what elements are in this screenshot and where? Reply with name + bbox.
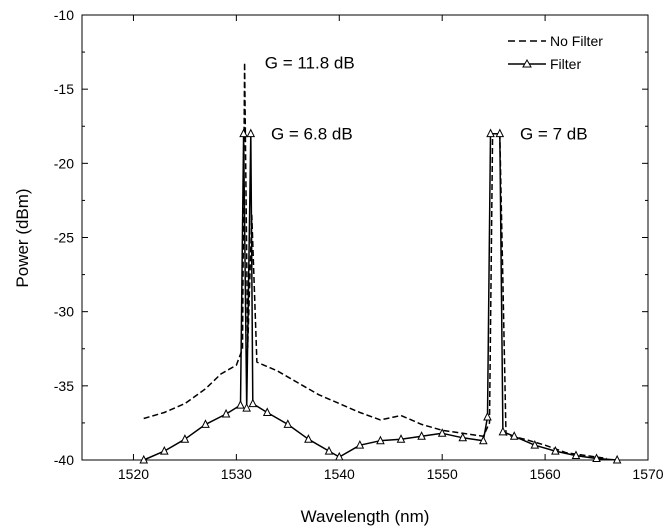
filter-triangle-point	[334, 451, 344, 461]
x-axis-ticks: 1520 1530 1540 1550 1560 1570	[118, 15, 664, 482]
y-axis-title: Power (dBm)	[13, 188, 32, 287]
legend: No Filter Filter	[508, 33, 603, 72]
filter-triangle-point	[483, 411, 492, 421]
filter-triangle-point	[479, 435, 488, 445]
filter-triangle-point	[221, 408, 231, 418]
filter-triangle-point	[160, 445, 169, 455]
filter-triangle-point	[417, 431, 426, 440]
y-tick-label: -30	[54, 304, 74, 320]
y-tick-label: -40	[54, 452, 74, 468]
y-tick-label: -25	[54, 230, 74, 246]
filter-triangle-point	[201, 419, 210, 428]
filter-triangle-point	[486, 128, 495, 138]
y-axis-ticks: -40 -35 -30 -25 -20 -15 -10	[54, 7, 648, 468]
filter-triangle-point	[592, 453, 601, 463]
filter-triangle-point	[262, 407, 272, 417]
y-tick-label: -10	[54, 7, 74, 23]
x-axis-title: Wavelength (nm)	[301, 507, 430, 526]
filter-triangle-point	[248, 398, 258, 408]
filter-triangle-point	[458, 432, 468, 442]
x-tick-label: 1520	[118, 466, 149, 482]
x-tick-label: 1570	[632, 466, 663, 482]
y-tick-label: -20	[54, 155, 74, 171]
filter-triangle-point	[612, 454, 622, 464]
x-tick-label: 1550	[427, 466, 458, 482]
legend-filter-label: Filter	[550, 56, 581, 72]
gain-annotation-g3: G = 7 dB	[520, 125, 588, 144]
plot-frame	[81, 14, 649, 461]
legend-filter-marker	[522, 58, 532, 68]
filter-triangle-point	[324, 445, 334, 455]
filter-triangle-point	[551, 445, 560, 455]
filter-triangle-point	[530, 440, 540, 449]
filter-triangle-point	[571, 450, 581, 460]
filter-triangle-point	[396, 434, 406, 443]
annotation-layer: G = 11.8 dB G = 6.8 dB G = 7 dB	[265, 53, 588, 143]
filter-triangle-point	[236, 399, 245, 409]
filter-triangle-point	[376, 435, 385, 445]
filter-triangle-point	[180, 434, 190, 443]
x-tick-label: 1530	[221, 466, 252, 482]
filter-triangle-point	[355, 440, 365, 449]
filter-triangle-point	[139, 454, 149, 464]
filter-triangle-point	[242, 402, 251, 412]
filter-triangle-point	[239, 128, 248, 138]
y-tick-label: -15	[54, 81, 74, 97]
gain-annotation-g1: G = 11.8 dB	[265, 53, 355, 72]
filter-triangle-point	[304, 434, 313, 443]
y-tick-label: -35	[54, 378, 74, 394]
x-tick-label: 1560	[530, 466, 561, 482]
filter-triangle-point	[498, 426, 508, 436]
series-line-filter	[143, 132, 618, 461]
x-tick-label: 1540	[324, 466, 355, 482]
legend-no-filter-label: No Filter	[550, 33, 603, 49]
filter-triangle-point	[246, 128, 256, 138]
filter-triangle-point	[437, 428, 447, 437]
filter-triangle-point	[283, 419, 293, 428]
gain-annotation-g2: G = 6.8 dB	[271, 125, 353, 144]
series-line-no-filter	[143, 61, 607, 460]
series-layer	[139, 61, 622, 464]
filter-triangle-point	[495, 128, 505, 138]
filter-triangle-point	[509, 431, 519, 440]
